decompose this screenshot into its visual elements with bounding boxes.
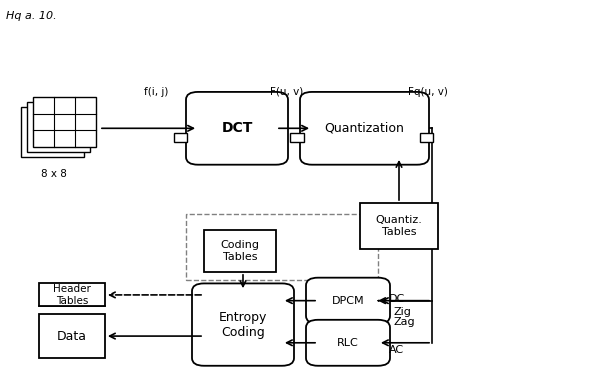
Text: DC: DC xyxy=(389,294,405,304)
Text: F(u, v): F(u, v) xyxy=(270,87,304,97)
FancyBboxPatch shape xyxy=(39,314,105,358)
Text: Zag: Zag xyxy=(393,318,415,327)
FancyBboxPatch shape xyxy=(300,92,429,165)
Text: Quantiz.
Tables: Quantiz. Tables xyxy=(376,215,422,237)
Bar xyxy=(186,214,378,280)
Text: f(i, j): f(i, j) xyxy=(144,87,168,97)
FancyBboxPatch shape xyxy=(186,92,288,165)
Text: Zig: Zig xyxy=(393,307,411,317)
FancyBboxPatch shape xyxy=(39,283,105,306)
Bar xyxy=(290,133,304,142)
Text: DCT: DCT xyxy=(221,121,253,135)
Text: Data: Data xyxy=(57,330,87,342)
Text: Fq(u, v): Fq(u, v) xyxy=(408,87,448,97)
Bar xyxy=(21,107,84,157)
Text: Hq a. 10.: Hq a. 10. xyxy=(6,11,56,21)
Text: DPCM: DPCM xyxy=(332,296,364,306)
Text: RLC: RLC xyxy=(337,338,359,348)
Text: Entropy
Coding: Entropy Coding xyxy=(219,311,267,339)
FancyBboxPatch shape xyxy=(204,230,276,272)
FancyBboxPatch shape xyxy=(192,283,294,366)
FancyBboxPatch shape xyxy=(306,320,390,366)
FancyBboxPatch shape xyxy=(360,203,438,249)
Bar xyxy=(33,97,96,147)
Text: AC: AC xyxy=(389,345,404,355)
Text: 8 x 8: 8 x 8 xyxy=(41,169,67,178)
Text: Coding
Tables: Coding Tables xyxy=(221,240,260,262)
Text: Header
Tables: Header Tables xyxy=(53,284,91,306)
FancyBboxPatch shape xyxy=(306,278,390,324)
Text: Quantization: Quantization xyxy=(325,122,404,135)
Bar xyxy=(420,133,433,142)
Bar xyxy=(174,133,187,142)
Bar xyxy=(27,102,90,152)
